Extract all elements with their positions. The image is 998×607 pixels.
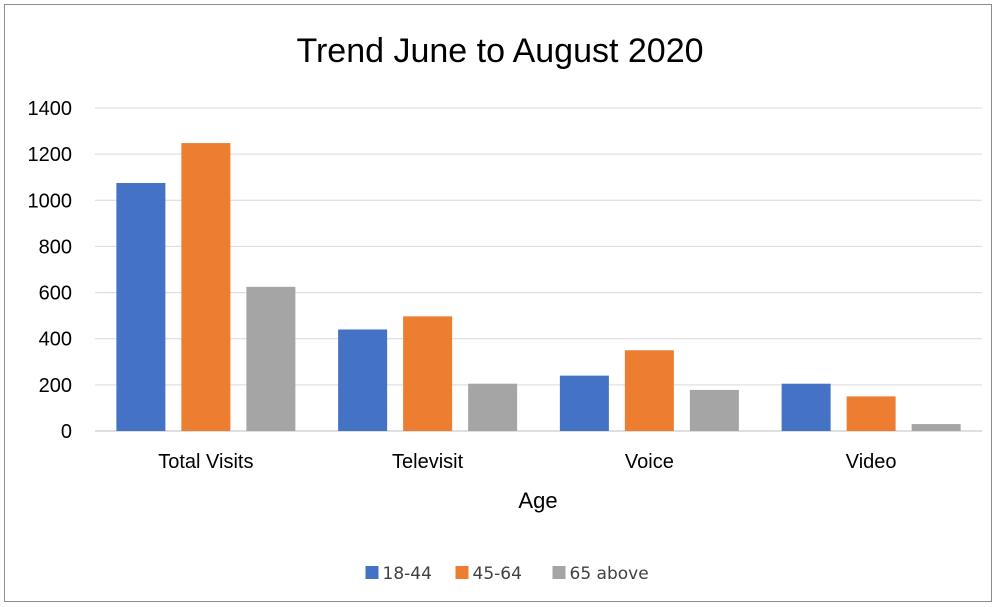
bar <box>338 329 388 431</box>
legend: 18-44 45-64 65 above <box>365 564 649 584</box>
x-axis-label: Age <box>518 488 557 513</box>
bar <box>911 424 961 431</box>
legend-label: 45-64 <box>473 564 522 584</box>
bar <box>246 286 296 431</box>
legend-swatch <box>552 566 566 579</box>
y-tick-label: 0 <box>61 421 72 443</box>
y-tick-label: 200 <box>39 375 72 397</box>
y-tick-label: 600 <box>39 283 72 305</box>
legend-swatch <box>455 566 469 579</box>
gridlines <box>95 107 982 432</box>
y-tick-label: 1400 <box>28 98 73 120</box>
bar <box>559 375 609 431</box>
x-axis-ticks: Total Visits Televisit Voice Video <box>158 451 896 473</box>
bars <box>116 143 961 431</box>
bar <box>846 396 896 431</box>
bar <box>116 182 166 431</box>
y-tick-label: 1200 <box>28 144 73 166</box>
y-tick-label: 1000 <box>28 190 73 212</box>
x-tick-label: Televisit <box>392 451 464 473</box>
y-axis-ticks: 0 200 400 600 800 1000 1200 1400 <box>28 98 73 443</box>
legend-label: 18-44 <box>383 564 432 584</box>
y-tick-label: 400 <box>39 329 72 351</box>
legend-label: 65 above <box>570 564 649 584</box>
bar <box>781 383 831 431</box>
bar <box>624 350 674 431</box>
x-tick-label: Video <box>846 451 897 473</box>
legend-swatch <box>365 566 379 579</box>
x-tick-label: Total Visits <box>158 451 253 473</box>
bar <box>689 389 739 431</box>
chart-title: Trend June to August 2020 <box>296 32 703 70</box>
bar <box>181 143 231 431</box>
y-tick-label: 800 <box>39 236 72 258</box>
x-tick-label: Voice <box>625 451 674 473</box>
bar <box>403 316 453 431</box>
bar <box>468 383 518 431</box>
chart-frame <box>4 4 992 602</box>
